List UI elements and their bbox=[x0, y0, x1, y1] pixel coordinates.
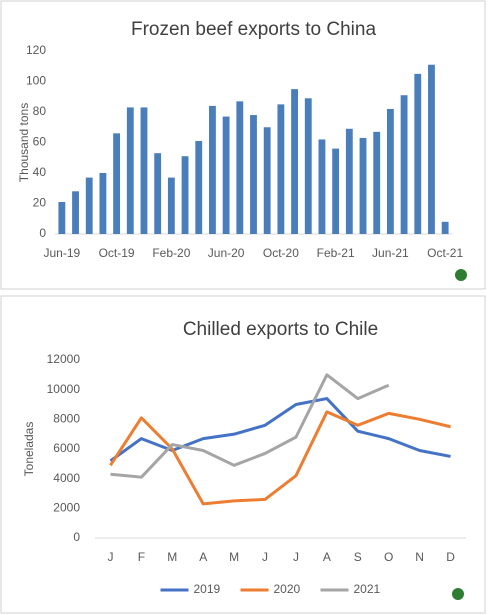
line bbox=[110, 373, 390, 479]
y-tick-label: 12000 bbox=[47, 352, 81, 366]
x-tick-label: J bbox=[262, 550, 268, 564]
x-tick-label: Feb-21 bbox=[317, 246, 355, 260]
bar bbox=[181, 156, 189, 234]
y-tick-label: 20 bbox=[33, 196, 47, 210]
x-tick-label: S bbox=[354, 550, 362, 564]
x-tick-label: A bbox=[323, 550, 331, 564]
bar bbox=[167, 177, 175, 234]
x-tick-label: O bbox=[384, 550, 393, 564]
y-axis-label: Toneladas bbox=[22, 422, 36, 477]
x-tick-label: F bbox=[138, 550, 145, 564]
bar bbox=[400, 95, 408, 234]
y-tick-label: 0 bbox=[73, 530, 80, 544]
bar bbox=[414, 73, 422, 234]
y-tick-label: 6000 bbox=[53, 441, 80, 455]
bar bbox=[345, 128, 353, 234]
x-tick-label: M bbox=[167, 550, 177, 564]
legend-label: 2021 bbox=[354, 582, 381, 596]
bar bbox=[222, 116, 230, 234]
bar bbox=[291, 89, 298, 234]
x-tick-label: Feb-20 bbox=[152, 246, 190, 260]
logo-2 bbox=[452, 588, 464, 600]
bar bbox=[373, 131, 381, 234]
bar bbox=[250, 115, 257, 234]
y-axis-label: Thousand tons bbox=[17, 103, 31, 182]
x-tick-label: Jun-20 bbox=[208, 246, 245, 260]
bar bbox=[428, 64, 435, 234]
bar bbox=[277, 104, 285, 234]
panel-2 bbox=[0, 295, 486, 614]
bar bbox=[209, 105, 216, 235]
chart-title: Chilled exports to Chile bbox=[183, 319, 378, 340]
bar bbox=[441, 221, 449, 234]
bar bbox=[359, 137, 367, 234]
bar bbox=[304, 98, 312, 235]
bar bbox=[332, 148, 340, 234]
y-tick-label: 4000 bbox=[53, 471, 80, 485]
chart-title: Frozen beef exports to China bbox=[131, 19, 376, 40]
x-tick-label: Jun-21 bbox=[372, 246, 409, 260]
line bbox=[109, 410, 451, 506]
logo-1 bbox=[455, 269, 467, 281]
bar bbox=[318, 139, 326, 234]
x-tick-label: Oct-21 bbox=[427, 246, 463, 260]
bar bbox=[99, 173, 107, 234]
y-tick-label: 120 bbox=[26, 43, 46, 57]
bar bbox=[154, 153, 162, 234]
x-tick-label: Oct-19 bbox=[99, 246, 135, 260]
legend-label: 2019 bbox=[194, 582, 221, 596]
x-tick-label: N bbox=[415, 550, 424, 564]
x-tick-label: J bbox=[107, 550, 113, 564]
y-tick-label: 2000 bbox=[53, 501, 80, 515]
bar bbox=[386, 108, 394, 234]
bar bbox=[263, 127, 271, 234]
y-tick-label: 80 bbox=[33, 104, 47, 118]
y-tick-label: 10000 bbox=[47, 382, 81, 396]
y-tick-label: 40 bbox=[33, 165, 47, 179]
bar bbox=[195, 140, 203, 234]
y-tick-label: 8000 bbox=[53, 412, 80, 426]
x-tick-label: Jun-19 bbox=[43, 246, 80, 260]
bar bbox=[85, 177, 93, 234]
legend-label: 2020 bbox=[274, 582, 301, 596]
x-tick-label: Oct-20 bbox=[263, 246, 299, 260]
bar bbox=[236, 101, 244, 234]
bar bbox=[58, 201, 66, 234]
bar bbox=[72, 191, 79, 234]
y-tick-label: 100 bbox=[26, 74, 46, 88]
x-tick-label: A bbox=[199, 550, 207, 564]
x-tick-label: J bbox=[293, 550, 299, 564]
bar bbox=[140, 107, 148, 234]
bar bbox=[113, 133, 121, 234]
bar bbox=[126, 107, 134, 234]
x-tick-label: M bbox=[229, 550, 239, 564]
y-tick-label: 0 bbox=[39, 226, 46, 240]
x-tick-label: D bbox=[446, 550, 455, 564]
y-tick-label: 60 bbox=[33, 135, 47, 149]
